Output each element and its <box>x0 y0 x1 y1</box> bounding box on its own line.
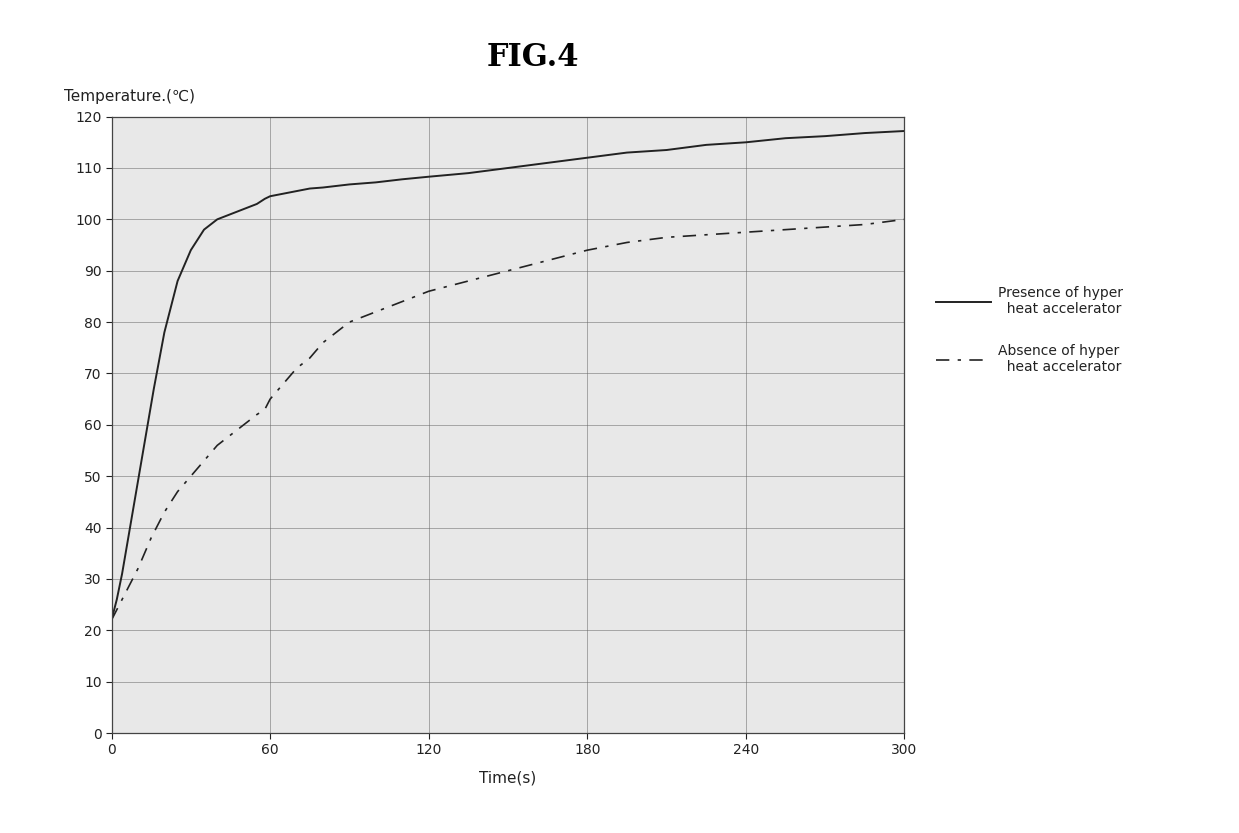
Presence of hyper
  heat accelerator <box>368 177 383 187</box>
Absence of hyper
  heat accelerator <box>580 245 595 255</box>
Absence of hyper
  heat accelerator <box>421 287 436 297</box>
Absence of hyper
  heat accelerator <box>342 317 357 327</box>
Absence of hyper
  heat accelerator <box>263 394 278 404</box>
Presence of hyper
  heat accelerator <box>115 569 130 579</box>
Presence of hyper
  heat accelerator <box>421 172 436 182</box>
Absence of hyper
  heat accelerator <box>130 564 145 574</box>
Absence of hyper
  heat accelerator <box>223 430 238 440</box>
Presence of hyper
  heat accelerator <box>897 126 912 136</box>
Absence of hyper
  heat accelerator <box>501 266 515 276</box>
Presence of hyper
  heat accelerator <box>223 209 238 219</box>
Presence of hyper
  heat accelerator <box>316 182 331 192</box>
Absence of hyper
  heat accelerator <box>209 441 224 451</box>
Absence of hyper
  heat accelerator <box>659 232 674 242</box>
Presence of hyper
  heat accelerator <box>146 384 161 394</box>
Presence of hyper
  heat accelerator <box>342 179 357 189</box>
Presence of hyper
  heat accelerator <box>170 276 185 286</box>
Presence of hyper
  heat accelerator <box>197 225 212 235</box>
Absence of hyper
  heat accelerator <box>183 471 198 481</box>
Presence of hyper
  heat accelerator <box>461 168 476 178</box>
Absence of hyper
  heat accelerator <box>395 297 410 307</box>
Line: Absence of hyper
  heat accelerator: Absence of hyper heat accelerator <box>112 219 904 620</box>
Absence of hyper
  heat accelerator <box>258 405 273 415</box>
Presence of hyper
  heat accelerator <box>258 194 273 204</box>
Presence of hyper
  heat accelerator <box>139 430 154 440</box>
Absence of hyper
  heat accelerator <box>157 507 172 517</box>
Presence of hyper
  heat accelerator <box>580 152 595 162</box>
Presence of hyper
  heat accelerator <box>109 595 124 605</box>
Presence of hyper
  heat accelerator <box>237 204 252 214</box>
Absence of hyper
  heat accelerator <box>368 307 383 317</box>
Presence of hyper
  heat accelerator <box>263 192 278 202</box>
Absence of hyper
  heat accelerator <box>249 410 264 420</box>
Absence of hyper
  heat accelerator <box>276 379 291 389</box>
X-axis label: Time(s): Time(s) <box>479 771 536 786</box>
Presence of hyper
  heat accelerator <box>183 245 198 255</box>
Presence of hyper
  heat accelerator <box>302 183 317 193</box>
Absence of hyper
  heat accelerator <box>144 533 159 543</box>
Absence of hyper
  heat accelerator <box>316 337 331 347</box>
Absence of hyper
  heat accelerator <box>197 456 212 466</box>
Absence of hyper
  heat accelerator <box>289 363 304 373</box>
Presence of hyper
  heat accelerator <box>540 158 555 168</box>
Absence of hyper
  heat accelerator <box>778 225 793 235</box>
Absence of hyper
  heat accelerator <box>170 486 185 496</box>
Presence of hyper
  heat accelerator <box>249 199 264 209</box>
Legend: Presence of hyper
  heat accelerator, Absence of hyper
  heat accelerator: Presence of hyper heat accelerator, Abse… <box>927 277 1131 382</box>
Presence of hyper
  heat accelerator <box>659 145 674 155</box>
Absence of hyper
  heat accelerator <box>302 353 317 363</box>
Absence of hyper
  heat accelerator <box>104 615 119 625</box>
Absence of hyper
  heat accelerator <box>461 276 476 286</box>
Presence of hyper
  heat accelerator <box>699 140 714 150</box>
Presence of hyper
  heat accelerator <box>395 174 410 184</box>
Presence of hyper
  heat accelerator <box>778 133 793 143</box>
Absence of hyper
  heat accelerator <box>738 227 753 237</box>
Presence of hyper
  heat accelerator <box>818 131 833 141</box>
Absence of hyper
  heat accelerator <box>818 222 833 232</box>
Presence of hyper
  heat accelerator <box>157 327 172 337</box>
Text: FIG.4: FIG.4 <box>487 42 579 72</box>
Absence of hyper
  heat accelerator <box>118 590 133 600</box>
Presence of hyper
  heat accelerator <box>209 214 224 224</box>
Absence of hyper
  heat accelerator <box>540 256 555 266</box>
Absence of hyper
  heat accelerator <box>897 214 912 224</box>
Presence of hyper
  heat accelerator <box>289 186 304 196</box>
Absence of hyper
  heat accelerator <box>857 220 872 230</box>
Presence of hyper
  heat accelerator <box>125 507 140 517</box>
Presence of hyper
  heat accelerator <box>276 189 291 199</box>
Presence of hyper
  heat accelerator <box>104 615 119 625</box>
Absence of hyper
  heat accelerator <box>237 420 252 430</box>
Presence of hyper
  heat accelerator <box>501 163 515 173</box>
Presence of hyper
  heat accelerator <box>620 147 634 157</box>
Presence of hyper
  heat accelerator <box>857 128 872 138</box>
Absence of hyper
  heat accelerator <box>620 237 634 247</box>
Presence of hyper
  heat accelerator <box>738 137 753 147</box>
Presence of hyper
  heat accelerator <box>120 538 135 548</box>
Presence of hyper
  heat accelerator <box>130 476 145 486</box>
Line: Presence of hyper
  heat accelerator: Presence of hyper heat accelerator <box>112 131 904 620</box>
Text: Temperature.(℃): Temperature.(℃) <box>64 89 195 104</box>
Absence of hyper
  heat accelerator <box>699 230 714 240</box>
